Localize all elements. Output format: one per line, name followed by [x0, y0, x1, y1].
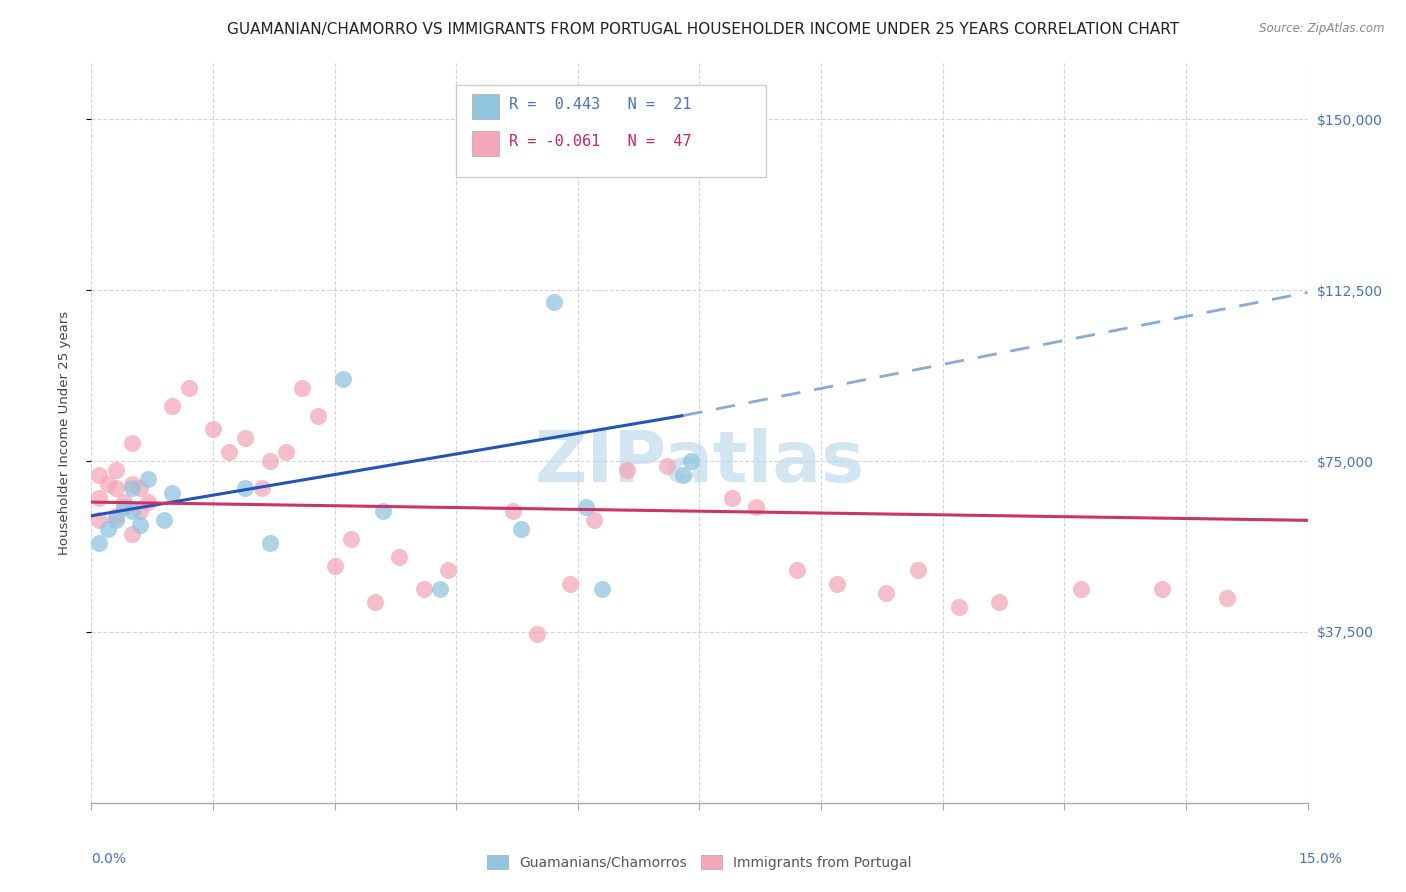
Text: ZIPatlas: ZIPatlas: [534, 428, 865, 497]
Point: [616, 463, 638, 477]
Text: R =  0.443   N =  21: R = 0.443 N = 21: [509, 97, 690, 112]
Point: [129, 517, 152, 532]
Point: [988, 595, 1011, 609]
Point: [388, 549, 411, 564]
Text: Source: ZipAtlas.com: Source: ZipAtlas.com: [1260, 22, 1385, 36]
Point: [104, 463, 127, 477]
Point: [429, 582, 451, 596]
Point: [89, 513, 111, 527]
Point: [1150, 582, 1173, 596]
Point: [558, 577, 581, 591]
Point: [112, 495, 135, 509]
Point: [259, 536, 281, 550]
Point: [786, 564, 808, 578]
Point: [97, 476, 120, 491]
Point: [104, 482, 127, 496]
Point: [121, 482, 143, 496]
Point: [543, 294, 565, 309]
Point: [121, 435, 143, 450]
Point: [373, 504, 395, 518]
Point: [218, 445, 240, 459]
Point: [121, 504, 143, 518]
Point: [89, 467, 111, 482]
Point: [510, 523, 533, 537]
Point: [129, 482, 152, 496]
Text: 15.0%: 15.0%: [1299, 852, 1343, 866]
Point: [235, 482, 257, 496]
Point: [104, 513, 127, 527]
Point: [437, 564, 460, 578]
Point: [89, 491, 111, 505]
Point: [875, 586, 897, 600]
Point: [332, 372, 354, 386]
Point: [364, 595, 387, 609]
Point: [575, 500, 598, 514]
Point: [1070, 582, 1092, 596]
Point: [129, 504, 152, 518]
Legend: Guamanians/Chamorros, Immigrants from Portugal: Guamanians/Chamorros, Immigrants from Po…: [488, 855, 911, 870]
Point: [89, 536, 111, 550]
Point: [827, 577, 849, 591]
Point: [104, 508, 127, 523]
Point: [948, 599, 970, 614]
Text: R = -0.061   N =  47: R = -0.061 N = 47: [509, 135, 690, 149]
Point: [136, 495, 159, 509]
Point: [250, 482, 273, 496]
Point: [291, 381, 314, 395]
Point: [112, 500, 135, 514]
Text: 0.0%: 0.0%: [91, 852, 127, 866]
Point: [121, 527, 143, 541]
Point: [745, 500, 768, 514]
Point: [162, 486, 184, 500]
Text: GUAMANIAN/CHAMORRO VS IMMIGRANTS FROM PORTUGAL HOUSEHOLDER INCOME UNDER 25 YEARS: GUAMANIAN/CHAMORRO VS IMMIGRANTS FROM PO…: [226, 22, 1180, 37]
Point: [1215, 591, 1237, 605]
Point: [177, 381, 200, 395]
Point: [323, 558, 346, 573]
Point: [136, 472, 159, 486]
Point: [526, 627, 548, 641]
Point: [121, 476, 143, 491]
Point: [153, 513, 176, 527]
Point: [274, 445, 297, 459]
Point: [259, 454, 281, 468]
FancyBboxPatch shape: [472, 95, 499, 120]
Point: [235, 431, 257, 445]
Point: [340, 532, 363, 546]
Point: [907, 564, 929, 578]
Y-axis label: Householder Income Under 25 years: Householder Income Under 25 years: [58, 310, 70, 555]
Point: [412, 582, 434, 596]
FancyBboxPatch shape: [456, 85, 766, 178]
Point: [591, 582, 613, 596]
Point: [583, 513, 606, 527]
Point: [721, 491, 744, 505]
Point: [307, 409, 329, 423]
Point: [162, 400, 184, 414]
FancyBboxPatch shape: [472, 131, 499, 156]
Point: [681, 454, 703, 468]
Point: [202, 422, 225, 436]
Point: [97, 523, 120, 537]
Point: [502, 504, 524, 518]
Point: [655, 458, 678, 473]
Point: [672, 467, 695, 482]
